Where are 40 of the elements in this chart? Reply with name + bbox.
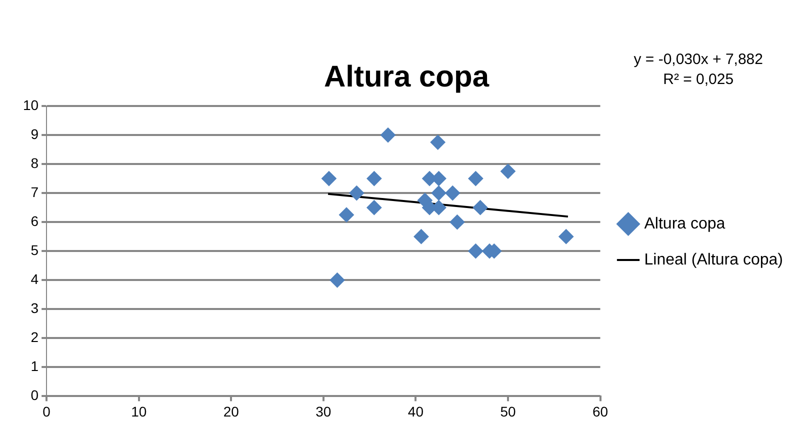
y-tick-label: 5 [30,242,39,258]
x-tick-label: 20 [223,403,240,420]
y-tick-label: 6 [30,212,39,229]
point [321,171,336,186]
point [431,186,446,201]
x-tick-label: 10 [131,403,147,420]
legend-label: Lineal (Altura copa) [644,251,784,268]
text: y = -0,030x + 7,882 [634,50,763,70]
point [472,200,488,216]
x-tick-label: 0 [42,403,51,420]
point [445,186,460,201]
y-tick-label: 4 [30,270,39,287]
chart-title: Altura copa [324,60,490,94]
point [500,164,516,179]
y-tick-label: 10 [22,96,39,113]
point [380,128,396,143]
point [558,229,574,244]
point [349,186,364,201]
y-tick-label: 8 [30,154,39,171]
y-tick-label: 1 [30,358,39,374]
legend-label: Altura copa [644,215,726,232]
point [414,229,429,244]
y-tick-label: 9 [30,126,39,142]
point [338,207,354,222]
x-tick-label: 60 [592,403,608,420]
x-tick-label: 40 [408,403,424,420]
text: R² = 0,025 [662,70,735,90]
y-tick-label: 3 [30,300,39,316]
point [468,244,484,259]
y-tick-label: 7 [30,184,39,200]
point [468,171,484,186]
point [366,200,382,216]
point [430,134,446,150]
x-tick-label: 30 [316,403,332,420]
y-tick-label: 2 [30,329,39,346]
point [366,171,382,186]
point [450,214,465,230]
x-tick-label: 50 [500,403,516,420]
point [330,272,345,288]
y-tick-label: 0 [30,387,39,404]
